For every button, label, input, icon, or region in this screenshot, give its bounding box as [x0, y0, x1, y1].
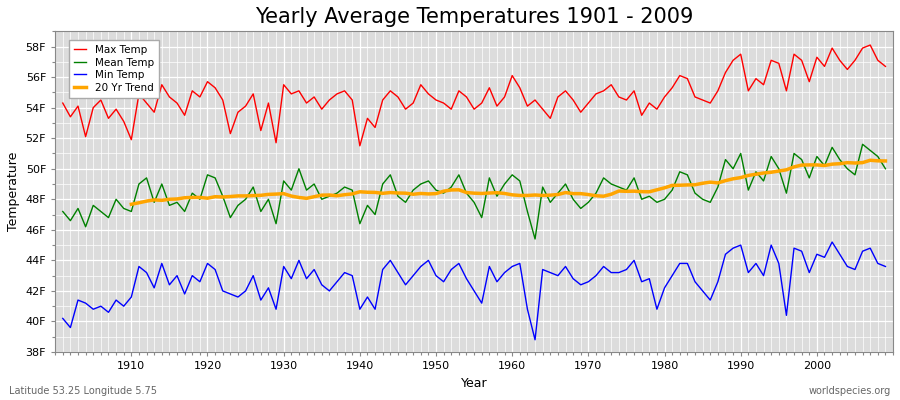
Y-axis label: Temperature: Temperature	[7, 152, 20, 231]
Mean Temp	[857, 142, 868, 147]
Min Temp	[286, 276, 297, 281]
Mean Temp	[118, 206, 129, 211]
Max Temp	[880, 64, 891, 69]
Mean Temp	[606, 182, 616, 186]
Max Temp	[58, 101, 68, 106]
Min Temp	[880, 264, 891, 269]
X-axis label: Year: Year	[461, 376, 488, 390]
Legend: Max Temp, Mean Temp, Min Temp, 20 Yr Trend: Max Temp, Mean Temp, Min Temp, 20 Yr Tre…	[68, 40, 159, 98]
Max Temp	[118, 119, 129, 124]
Max Temp	[331, 92, 342, 96]
Min Temp	[118, 304, 129, 308]
Min Temp	[827, 240, 838, 244]
Line: Max Temp: Max Temp	[63, 45, 886, 146]
Max Temp	[355, 144, 365, 148]
Title: Yearly Average Temperatures 1901 - 2009: Yearly Average Temperatures 1901 - 2009	[255, 7, 693, 27]
Mean Temp	[507, 172, 517, 177]
Line: Min Temp: Min Temp	[63, 242, 886, 340]
Min Temp	[507, 264, 517, 269]
20 Yr Trend	[865, 158, 876, 163]
20 Yr Trend	[819, 163, 830, 168]
Max Temp	[606, 82, 616, 87]
Mean Temp	[331, 191, 342, 196]
Min Temp	[331, 279, 342, 284]
Mean Temp	[880, 166, 891, 171]
Mean Temp	[58, 209, 68, 214]
Line: 20 Yr Trend: 20 Yr Trend	[131, 160, 886, 204]
Mean Temp	[286, 188, 297, 192]
20 Yr Trend	[880, 158, 891, 163]
Min Temp	[500, 270, 510, 275]
20 Yr Trend	[271, 192, 282, 196]
20 Yr Trend	[575, 191, 586, 196]
Text: worldspecies.org: worldspecies.org	[809, 386, 891, 396]
Max Temp	[515, 85, 526, 90]
Mean Temp	[500, 182, 510, 186]
20 Yr Trend	[302, 196, 312, 201]
Min Temp	[58, 316, 68, 321]
Max Temp	[865, 43, 876, 48]
Mean Temp	[529, 236, 540, 241]
20 Yr Trend	[842, 160, 853, 165]
Max Temp	[286, 92, 297, 96]
Line: Mean Temp: Mean Temp	[63, 144, 886, 239]
20 Yr Trend	[515, 193, 526, 198]
Min Temp	[529, 337, 540, 342]
Max Temp	[507, 73, 517, 78]
Min Temp	[606, 270, 616, 275]
20 Yr Trend	[126, 202, 137, 207]
Text: Latitude 53.25 Longitude 5.75: Latitude 53.25 Longitude 5.75	[9, 386, 157, 396]
